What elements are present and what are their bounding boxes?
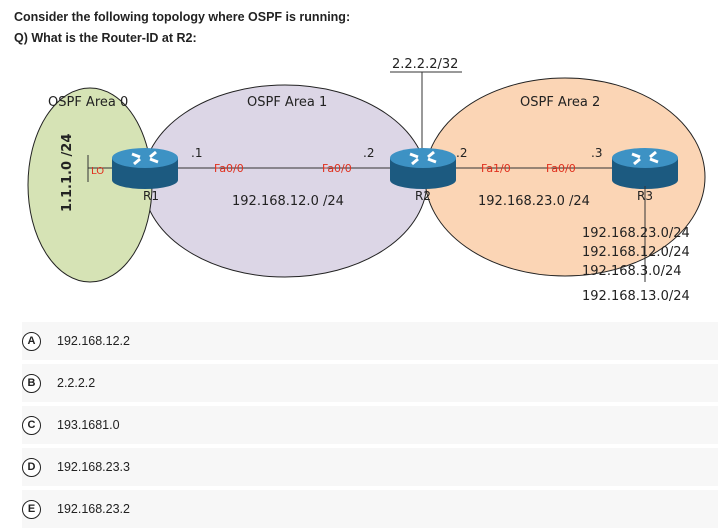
r2-fa0-label: Fa0/0 [322, 162, 352, 175]
r1-fa0-label: Fa0/0 [214, 162, 244, 175]
ospf-area-1-region [142, 84, 428, 278]
r2-left-host-id: .2 [363, 146, 374, 160]
option-text-a: 192.168.12.2 [57, 334, 130, 348]
option-letter-a: A [22, 331, 41, 351]
r2-right-host-id: .2 [456, 146, 467, 160]
area-1-label: OSPF Area 1 [247, 95, 327, 110]
r3-network-2: 192.168.12.0/24 [582, 245, 690, 260]
r1-loopback-interface-label: LO [91, 166, 104, 177]
option-letter-e: E [22, 499, 41, 519]
router-r1-label: R1 [143, 189, 159, 203]
option-text-c: 193.1681.0 [57, 418, 120, 432]
answer-option-a[interactable]: A 192.168.12.2 [22, 322, 718, 360]
r1-host-id: .1 [191, 146, 202, 160]
area-2-label: OSPF Area 2 [520, 95, 600, 110]
option-text-e: 192.168.23.2 [57, 502, 130, 516]
r3-network-1: 192.168.23.0/24 [582, 226, 690, 241]
answer-option-b[interactable]: B 2.2.2.2 [22, 364, 718, 402]
answer-option-d[interactable]: D 192.168.23.3 [22, 448, 718, 486]
option-text-d: 192.168.23.3 [57, 460, 130, 474]
question-intro: Consider the following topology where OS… [14, 10, 351, 24]
router-r3-icon [612, 148, 678, 189]
router-r2-label: R2 [415, 189, 431, 203]
answer-option-e[interactable]: E 192.168.23.2 [22, 490, 718, 528]
loopback-network-label: 1.1.1.0 /24 [60, 134, 75, 212]
r2-loopback-label: 2.2.2.2/32 [392, 57, 458, 72]
question-text: Q) What is the Router-ID at R2: [14, 31, 197, 45]
option-text-b: 2.2.2.2 [57, 376, 96, 390]
answer-option-c[interactable]: C 193.1681.0 [22, 406, 718, 444]
option-letter-c: C [22, 415, 41, 435]
link-r1-r2-network: 192.168.12.0 /24 [232, 194, 344, 209]
r3-network-4: 192.168.13.0/24 [582, 289, 690, 304]
link-r2-r3-network: 192.168.23.0 /24 [478, 194, 590, 209]
ospf-topology-diagram: OSPF Area 0 OSPF Area 1 OSPF Area 2 1.1.… [27, 57, 706, 304]
area-0-label: OSPF Area 0 [48, 95, 128, 110]
r3-fa0-label: Fa0/0 [546, 162, 576, 175]
router-r2-icon [390, 148, 456, 189]
r2-fa1-label: Fa1/0 [481, 162, 511, 175]
option-letter-b: B [22, 373, 41, 393]
router-r1-icon [112, 148, 178, 189]
option-letter-d: D [22, 457, 41, 477]
r3-network-3: 192.168.3.0/24 [582, 264, 682, 279]
r3-host-id: .3 [591, 146, 602, 160]
